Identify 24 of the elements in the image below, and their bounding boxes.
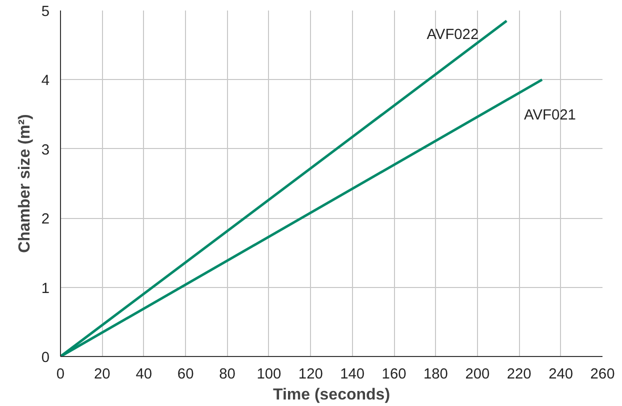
- y-axis-title: Chamber size (m²): [16, 114, 34, 253]
- y-tick-label: 4: [41, 73, 50, 90]
- x-tick-label: 120: [298, 366, 323, 382]
- x-tick-label: 140: [340, 366, 365, 382]
- series-label: AVF021: [524, 108, 576, 124]
- y-tick-label: 0: [41, 350, 50, 366]
- x-tick-label: 200: [465, 366, 490, 382]
- x-tick-label: 240: [548, 366, 574, 382]
- x-tick-label: 180: [424, 366, 448, 382]
- x-tick-label: 80: [219, 366, 236, 382]
- x-tick-label: 20: [94, 366, 110, 382]
- x-tick-label: 160: [382, 366, 406, 382]
- y-tick-label: 1: [41, 280, 50, 297]
- y-tick-label: 5: [41, 4, 50, 20]
- y-tick-label: 2: [41, 212, 50, 228]
- x-tick-label: 40: [136, 366, 152, 382]
- x-tick-label: 260: [590, 366, 615, 382]
- y-tick-label: 3: [41, 142, 50, 158]
- x-tick-label: 0: [56, 366, 65, 382]
- x-tick-label: 60: [177, 366, 194, 382]
- series-label: AVF022: [426, 26, 479, 43]
- x-axis-title: Time (seconds): [272, 386, 390, 404]
- x-tick-label: 100: [256, 366, 282, 382]
- x-tick-label: 220: [506, 366, 532, 382]
